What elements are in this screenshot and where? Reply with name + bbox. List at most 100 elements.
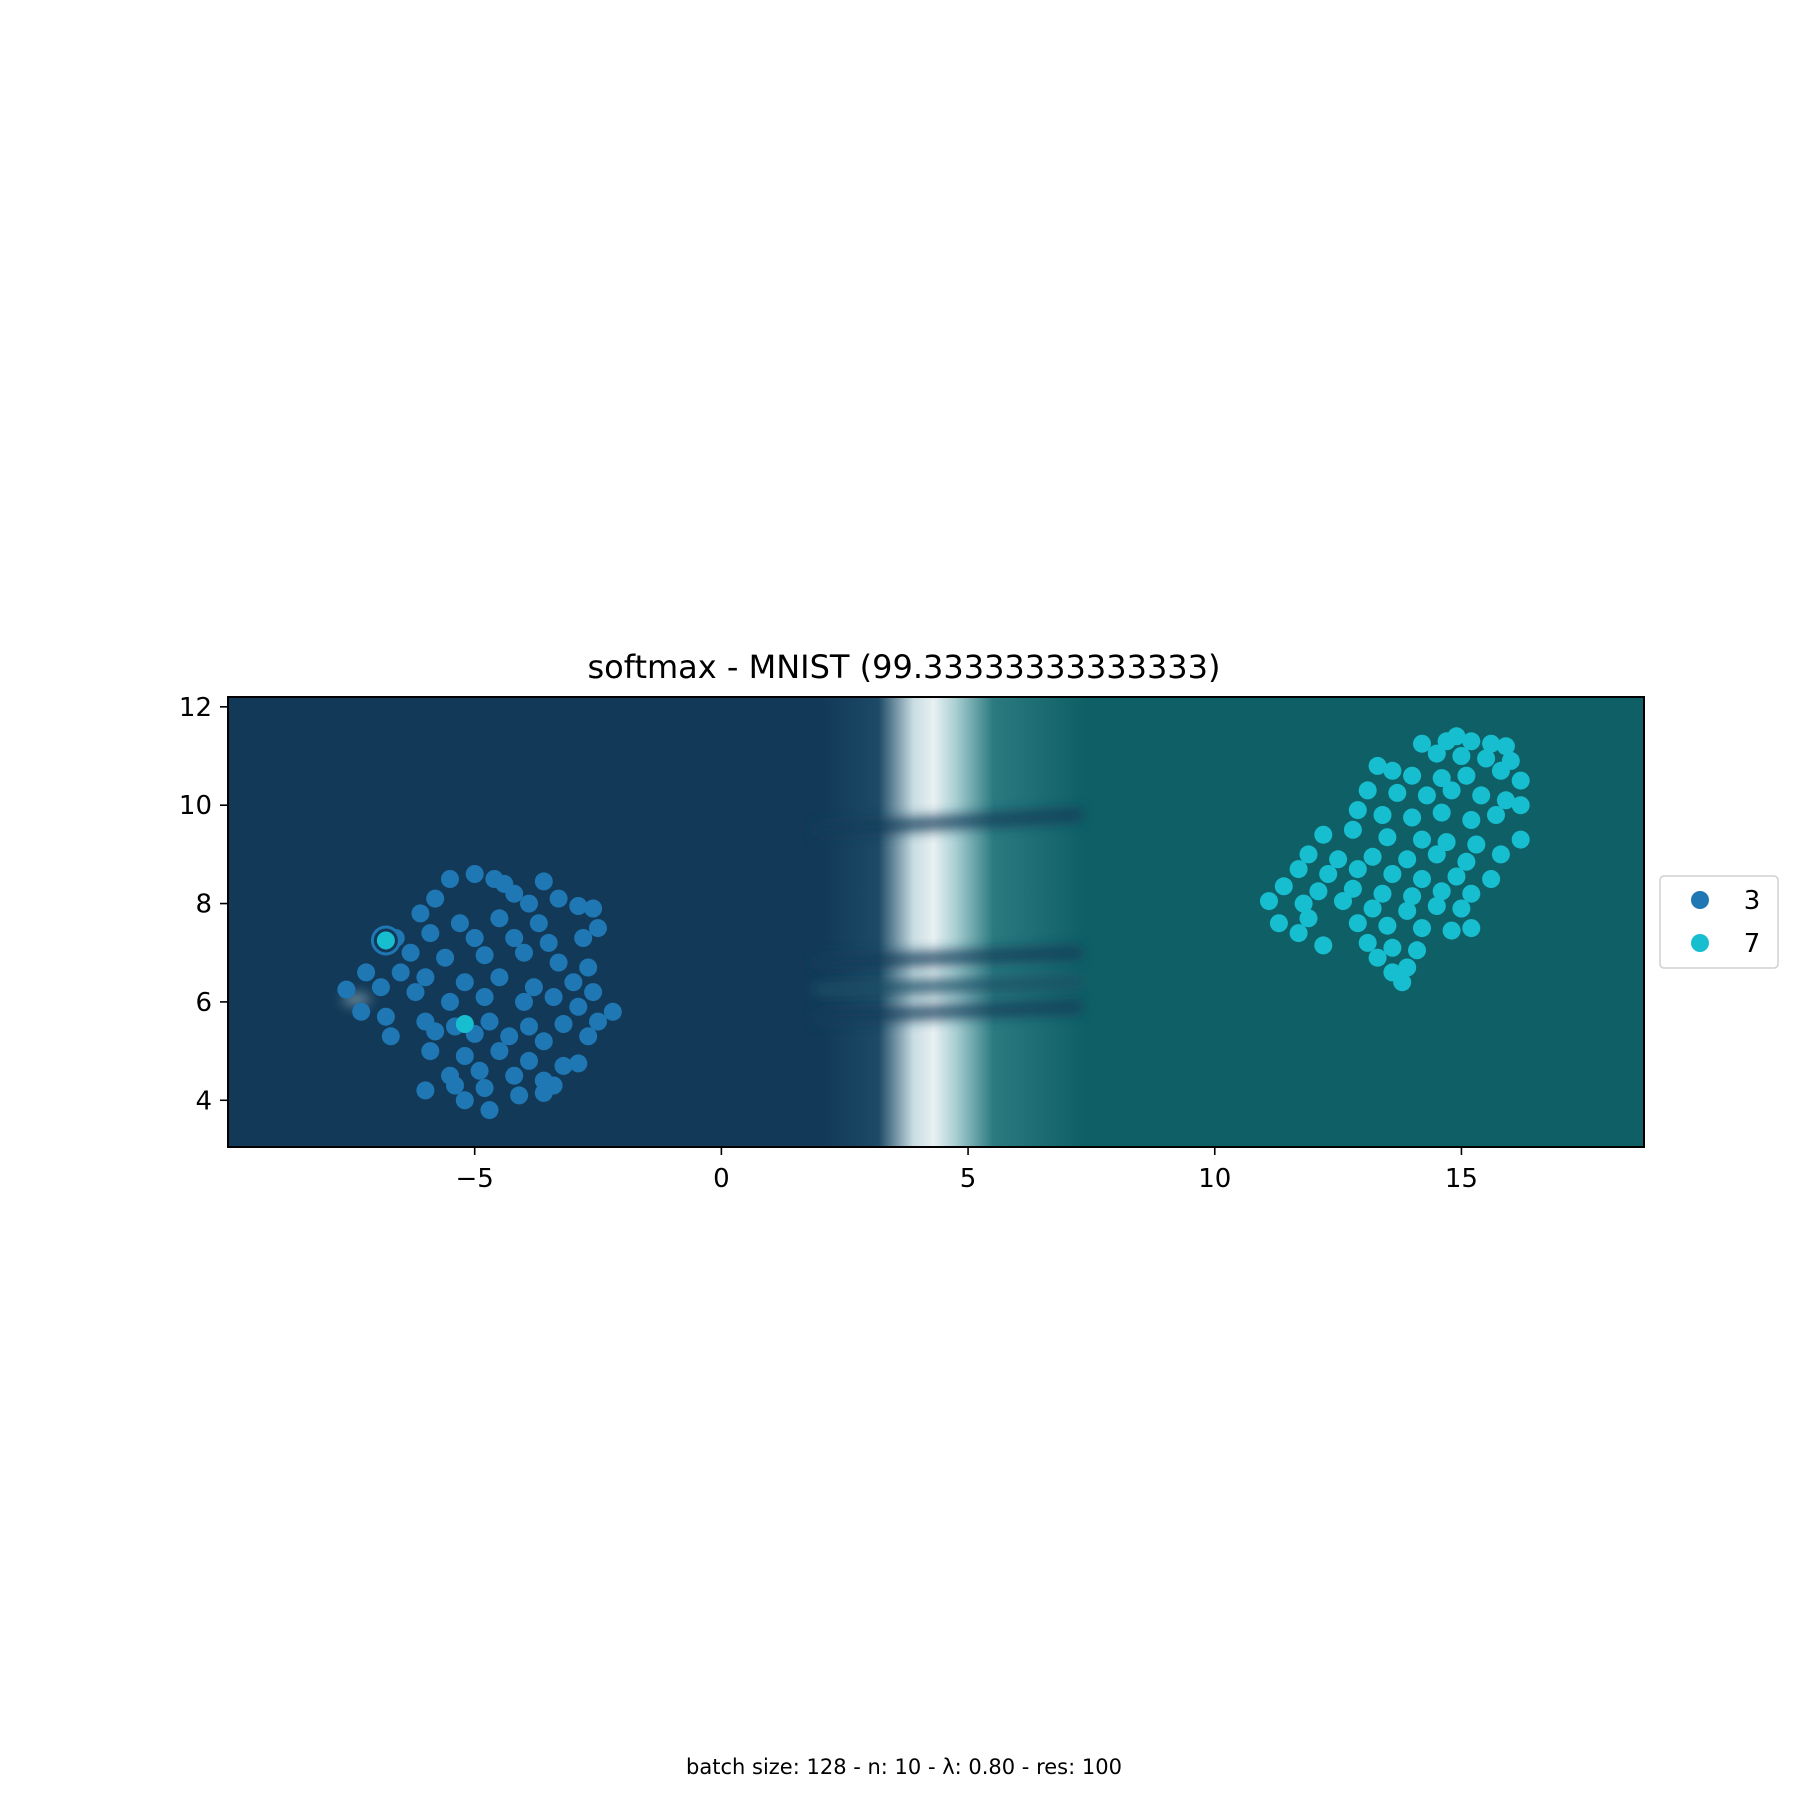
scatter-point-class-7: [1383, 865, 1402, 883]
scatter-point-class-3: [569, 997, 588, 1016]
boundary-streak: [813, 999, 1084, 1024]
scatter-point-class-3: [455, 1091, 474, 1110]
scatter-point-class-3: [426, 1022, 445, 1041]
scatter-point-class-7: [1442, 781, 1461, 800]
x-tick-label: 5: [960, 1164, 977, 1194]
scatter-point-class-7: [1314, 825, 1333, 844]
scatter-point-class-3: [490, 909, 509, 928]
scatter-point-class-7: [1373, 884, 1392, 903]
scatter-point-class-3: [584, 899, 603, 918]
scatter-point-class-3: [480, 1012, 499, 1031]
scatter-point-class-3: [465, 929, 484, 947]
legend-marker-7: [1691, 934, 1709, 952]
scatter-point-class-7: [1432, 803, 1451, 822]
scatter-point-class-7: [1437, 833, 1456, 852]
scatter-point-class-7: [1358, 781, 1377, 800]
scatter-point-class-3: [564, 973, 583, 992]
scatter-point-class-7: [1432, 882, 1451, 901]
scatter-point-class-3: [490, 1042, 509, 1061]
scatter-point-class-7: [1482, 734, 1501, 753]
scatter-point-class-3: [475, 946, 494, 965]
scatter-point-class-3: [406, 983, 425, 1002]
legend-label-7: 7: [1744, 929, 1761, 959]
scatter-point-class-3: [549, 889, 568, 908]
scatter-point-class-3: [475, 988, 494, 1006]
scatter-point-class-3: [515, 943, 533, 962]
scatter-point-class-3: [603, 1002, 622, 1021]
highlighted-point-class-7: [376, 931, 395, 950]
scatter-point-class-3: [505, 884, 524, 903]
scatter-point-class-7: [1447, 867, 1466, 886]
scatter-point-class-7: [1348, 801, 1367, 820]
scatter-point-class-7: [1427, 744, 1446, 763]
scatter-point-class-7: [1462, 732, 1481, 751]
scatter-point-class-7: [1472, 786, 1491, 805]
scatter-point-class-3: [475, 1079, 494, 1097]
scatter-point-class-7: [1343, 820, 1362, 839]
scatter-point-class-3: [376, 1007, 395, 1026]
scatter-point-class-3: [391, 963, 410, 982]
legend-marker-3: [1691, 891, 1709, 909]
scatter-point-class-7: [1388, 783, 1407, 802]
scatter-point-class-3: [357, 963, 376, 982]
scatter-points: [337, 727, 1530, 1120]
scatter-point-class-3: [337, 980, 356, 999]
scatter-point-class-7: [1511, 771, 1530, 790]
scatter-point-class-7: [1329, 850, 1348, 869]
scatter-point-class-3: [539, 933, 558, 952]
scatter-point-class-3: [544, 988, 563, 1006]
scatter-point-class-3: [515, 992, 533, 1011]
scatter-point-class-3: [455, 973, 474, 992]
axes-frame: [227, 696, 1645, 1148]
scatter-point-class-3: [534, 872, 553, 891]
plot-area: [228, 697, 1644, 1147]
scatter-point-class-7: [1260, 892, 1278, 911]
scatter-point-class-3: [371, 978, 390, 997]
scatter-point-class-3: [446, 1076, 464, 1095]
scatter-point-class-7: [1309, 882, 1328, 901]
scatter-point-class-3: [534, 1032, 553, 1051]
scatter-point-class-7: [1403, 887, 1422, 906]
boundary-streak: [813, 945, 1084, 970]
scatter-point-class-3: [416, 968, 435, 987]
scatter-point-class-3: [529, 914, 548, 933]
scatter-point-class-7: [1427, 845, 1446, 864]
x-tick-label: 10: [1198, 1164, 1231, 1194]
scatter-point-class-3: [579, 958, 598, 977]
scatter-point-class-7: [1378, 828, 1397, 847]
scatter-point-class-3: [569, 1054, 588, 1073]
scatter-point-class-7: [1413, 919, 1431, 938]
scatter-point-class-7: [1314, 936, 1333, 955]
scatter-point-class-7: [1452, 747, 1471, 765]
scatter-point-class-3: [470, 1061, 489, 1080]
scatter-point-class-3: [554, 1056, 573, 1075]
scatter-point-class-3: [421, 924, 440, 943]
x-tick-label: 15: [1445, 1164, 1478, 1194]
boundary-streak: [813, 808, 1084, 837]
scatter-point-class-7: [1378, 916, 1397, 935]
scatter-point-class-7: [1368, 948, 1387, 967]
y-tick-label: 8: [195, 890, 212, 920]
scatter-point-class-3: [450, 914, 469, 933]
scatter-point-class-7: [1299, 845, 1318, 864]
scatter-point-class-7: [1432, 769, 1451, 788]
scatter-point-class-7: [1403, 766, 1422, 785]
scatter-point-class-7: [1437, 732, 1456, 751]
scatter-point-class-3: [411, 904, 430, 923]
scatter-point-class-7: [1491, 845, 1510, 864]
scatter-point-class-3: [480, 1101, 499, 1120]
scatter-point-class-3: [554, 1015, 573, 1033]
scatter-point-class-7: [1299, 909, 1318, 928]
caption-text: batch size: 128 - n: 10 - λ: 0.80 - res:…: [686, 1755, 1122, 1779]
scatter-point-class-7: [1477, 749, 1496, 768]
scatter-point-class-3: [520, 894, 538, 913]
scatter-point-class-3: [441, 870, 459, 888]
scatter-point-class-7: [1334, 892, 1352, 911]
scatter-point-class-3: [401, 943, 420, 962]
scatter-point-class-7: [1491, 761, 1510, 780]
scatter-point-class-7: [1496, 791, 1515, 810]
scatter-point-class-7: [1467, 835, 1486, 854]
y-tick-label: 12: [179, 693, 212, 723]
scatter-point-class-3: [574, 929, 593, 947]
scatter-point-class-7: [1363, 847, 1382, 866]
